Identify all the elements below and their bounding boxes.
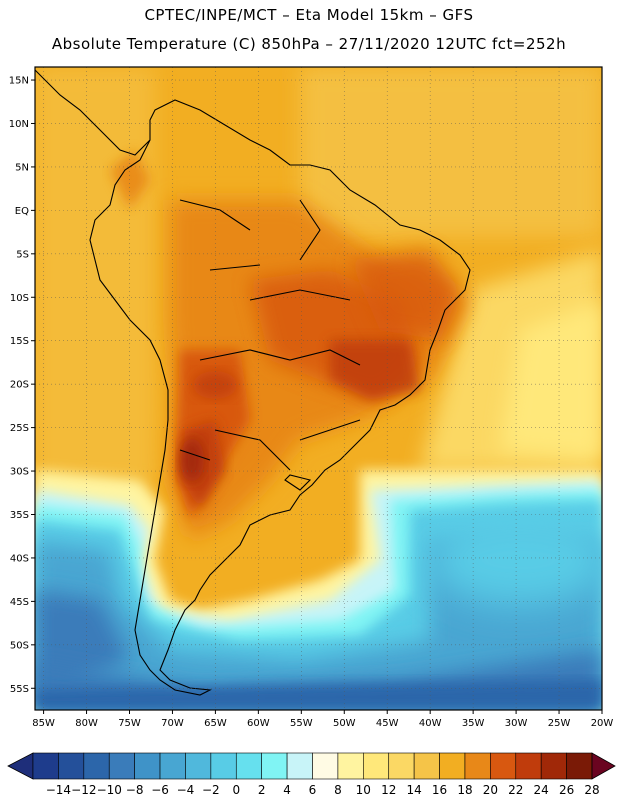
- lon-label: 75W: [118, 718, 141, 729]
- lon-label: 60W: [247, 718, 270, 729]
- colorbar-label: −14: [46, 783, 71, 797]
- lat-label: 45S: [10, 597, 29, 608]
- longitude-axis: 85W 80W 75W 70W 65W 60W 55W 50W 45W 40W 35W 30W 25W 2…: [32, 710, 613, 729]
- lon-label: 30W: [505, 718, 528, 729]
- colorbar-cell: [58, 752, 85, 780]
- lon-label: 45W: [376, 718, 399, 729]
- lon-label: 50W: [333, 718, 356, 729]
- colorbar-cell: [439, 752, 466, 780]
- lon-label: 80W: [75, 718, 98, 729]
- lon-label: 35W: [462, 718, 485, 729]
- lon-label: 85W: [32, 718, 55, 729]
- colorbar: −14 −12 −10 −8 −6 −4 −2 0 2 4 6 8 10 12 14 16 18 20 22 24 26…: [7, 752, 616, 797]
- lat-label: 30S: [10, 467, 29, 478]
- colorbar-cell: [159, 752, 186, 780]
- colorbar-cell: [261, 752, 288, 780]
- colorbar-label: 20: [483, 783, 498, 797]
- lat-label: 40S: [10, 553, 29, 564]
- lon-label: 55W: [290, 718, 313, 729]
- colorbar-label: −8: [126, 783, 144, 797]
- lon-label: 25W: [548, 718, 571, 729]
- colorbar-over-arrow: [591, 752, 616, 780]
- colorbar-label: 6: [309, 783, 317, 797]
- lon-label: 65W: [204, 718, 227, 729]
- colorbar-label: −6: [151, 783, 169, 797]
- lat-label: 5S: [16, 249, 29, 260]
- colorbar-cell: [413, 752, 440, 780]
- colorbar-label: −12: [71, 783, 96, 797]
- colorbar-cell: [312, 752, 339, 780]
- colorbar-label: 14: [406, 783, 421, 797]
- lat-label: 20S: [10, 380, 29, 391]
- colorbar-cell: [134, 752, 161, 780]
- colorbar-cell: [210, 752, 237, 780]
- lat-label: 5N: [15, 162, 29, 173]
- colorbar-cell: [185, 752, 212, 780]
- colorbar-label: −10: [97, 783, 122, 797]
- lat-label: 25S: [10, 423, 29, 434]
- lat-label: 55S: [10, 684, 29, 695]
- map-frame: [34, 66, 603, 711]
- lon-label: 70W: [161, 718, 184, 729]
- colorbar-label: 2: [258, 783, 266, 797]
- lon-label: 20W: [591, 718, 614, 729]
- lon-label: 40W: [419, 718, 442, 729]
- latitude-axis: 15N 10N 5N EQ 5S 10S 15S 20S 25S 30S 35S 40S 45S 50S 5…: [9, 76, 35, 695]
- lat-label: 10N: [9, 119, 29, 130]
- colorbar-cell: [540, 752, 567, 780]
- colorbar-label: −4: [177, 783, 195, 797]
- colorbar-cell: [363, 752, 390, 780]
- colorbar-cell: [286, 752, 313, 780]
- map-gridlines: [35, 67, 603, 710]
- title-line-2: Absolute Temperature (C) 850hPa – 27/11/…: [51, 35, 567, 53]
- colorbar-cell: [235, 752, 262, 780]
- colorbar-cell: [515, 752, 542, 780]
- colorbar-cell: [83, 752, 110, 780]
- coastline: [35, 69, 471, 696]
- lat-label: 15S: [10, 336, 29, 347]
- colorbar-cell: [490, 752, 517, 780]
- colorbar-cell: [337, 752, 364, 780]
- lat-label: 10S: [10, 293, 29, 304]
- colorbar-label: 22: [508, 783, 523, 797]
- colorbar-label: 10: [356, 783, 371, 797]
- colorbar-label: 8: [334, 783, 342, 797]
- lat-label: 35S: [10, 510, 29, 521]
- colorbar-label: 18: [457, 783, 472, 797]
- colorbar-cell: [566, 752, 593, 780]
- title-line-1: CPTEC/INPE/MCT – Eta Model 15km – GFS: [144, 6, 474, 24]
- colorbar-label: 28: [584, 783, 599, 797]
- colorbar-under-arrow: [7, 752, 34, 780]
- colorbar-cell: [388, 752, 415, 780]
- temperature-field: [35, 67, 602, 710]
- colorbar-label: 26: [559, 783, 574, 797]
- colorbar-label: 16: [432, 783, 447, 797]
- colorbar-label: 24: [534, 783, 549, 797]
- colorbar-label: 12: [381, 783, 396, 797]
- lat-label: EQ: [15, 206, 29, 217]
- colorbar-cell: [108, 752, 135, 780]
- colorbar-label: −2: [202, 783, 220, 797]
- colorbar-cell: [32, 752, 59, 780]
- colorbar-cell: [464, 752, 491, 780]
- colorbar-label: 0: [232, 783, 240, 797]
- lat-label: 15N: [9, 76, 29, 87]
- lat-label: 50S: [10, 640, 29, 651]
- colorbar-label: 4: [283, 783, 291, 797]
